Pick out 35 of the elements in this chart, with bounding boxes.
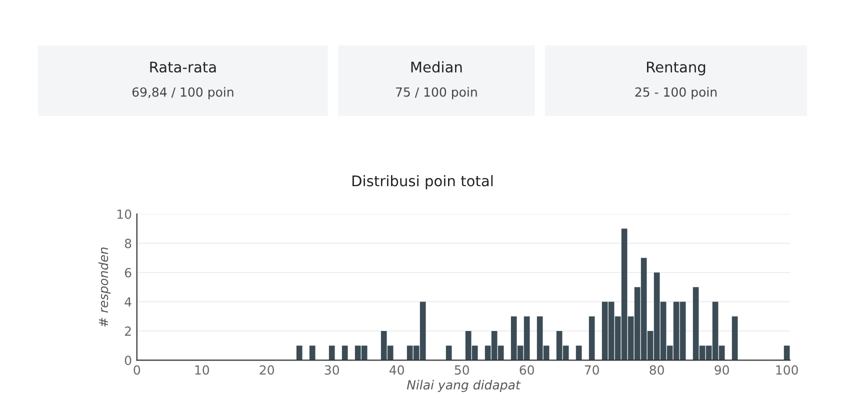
text: 69,84 / 100 poin <box>132 87 234 100</box>
x-tick-label: 60 <box>520 365 534 375</box>
x-tick-label: 10 <box>195 365 210 375</box>
bar <box>328 346 335 360</box>
text: Median <box>411 61 462 73</box>
x-tick-label: 100 <box>776 365 798 375</box>
x-tick-label: 80 <box>650 365 664 375</box>
bar <box>732 316 738 360</box>
text: Rentang <box>647 62 706 76</box>
bar <box>296 346 302 360</box>
bar <box>342 346 348 360</box>
x-tick-label: 30 <box>324 365 339 375</box>
y-tick-label: 6 <box>124 268 132 278</box>
x-tick-label: 70 <box>584 365 599 375</box>
bar <box>576 346 582 360</box>
y-tick-label: 2 <box>124 326 131 336</box>
x-tick-label: 40 <box>390 365 404 375</box>
y-tick-label: 8 <box>124 238 132 248</box>
x-tick-label: 50 <box>454 365 469 375</box>
y-tick-label: 4 <box>124 297 132 306</box>
chart-title: Distribusi poin total <box>352 175 493 190</box>
bar <box>446 346 452 360</box>
text: 75 / 100 poin <box>396 87 477 100</box>
bar <box>309 346 316 360</box>
y-tick-label: 0 <box>124 356 132 366</box>
text: 25 - 100 poin <box>635 87 717 100</box>
y-tick-label: 10 <box>117 210 132 219</box>
bar <box>784 346 790 360</box>
x-tick-label: 90 <box>714 365 729 375</box>
y-axis-title: # responden <box>98 248 111 327</box>
x-axis-title: Nilai yang didapat <box>406 380 521 392</box>
x-tick-label: 0 <box>134 365 140 375</box>
bar <box>588 316 595 360</box>
x-tick-label: 20 <box>260 365 274 375</box>
text: Rata-rata <box>150 62 216 73</box>
